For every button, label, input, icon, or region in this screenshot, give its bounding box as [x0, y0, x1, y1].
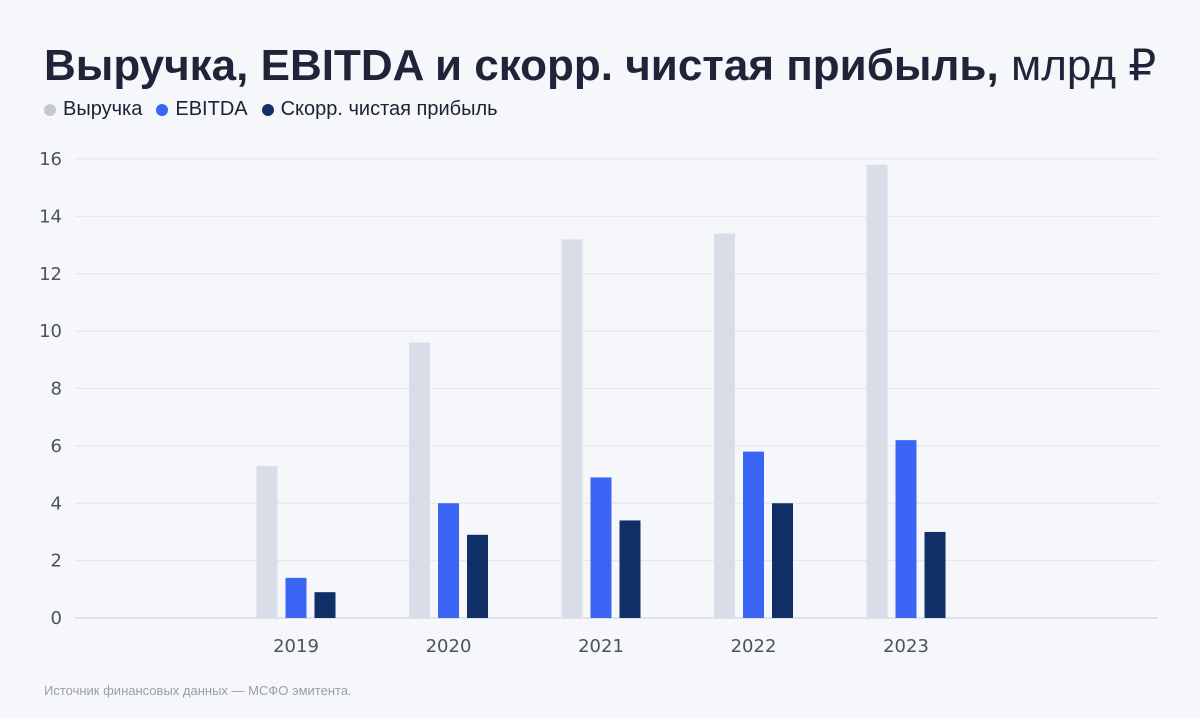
y-tick-label: 0	[51, 608, 62, 629]
chart-title-main: Выручка, EBITDA и скорр. чистая прибыль,	[44, 41, 999, 90]
bar-net-profit	[772, 503, 793, 618]
chart-title-unit: млрд ₽	[1010, 41, 1157, 90]
legend-swatch-revenue	[44, 103, 56, 116]
legend-label-revenue: Выручка	[63, 98, 143, 120]
legend-item-net-profit: Скорр. чистая прибыль	[261, 98, 498, 121]
bar-revenue	[561, 239, 583, 618]
y-tick-label: 4	[51, 493, 62, 514]
legend-label-net-profit: Скорр. чистая прибыль	[280, 98, 498, 120]
bar-revenue	[409, 342, 430, 618]
bar-net-profit	[467, 534, 488, 618]
bar-revenue	[866, 164, 888, 619]
legend-item-revenue: Выручка	[44, 98, 142, 121]
x-tick-label: 2021	[578, 636, 624, 657]
y-tick-label: 8	[51, 379, 62, 400]
chart-bars	[256, 164, 946, 619]
legend-swatch-ebitda	[156, 103, 169, 116]
bar-revenue	[714, 233, 735, 618]
y-tick-label: 6	[51, 436, 62, 457]
x-tick-label: 2023	[883, 636, 929, 657]
chart-gridlines	[75, 158, 1158, 619]
y-tick-label: 12	[39, 264, 62, 285]
bar-ebitda	[285, 577, 307, 618]
y-tick-label: 14	[39, 206, 62, 227]
bar-net-profit	[314, 592, 336, 618]
x-tick-label: 2022	[731, 636, 777, 657]
bar-net-profit	[619, 520, 641, 618]
bar-ebitda	[438, 503, 459, 618]
bar-ebitda	[743, 451, 764, 618]
x-axis-ticks: 2019 2020 2021 2022 2023	[273, 636, 929, 657]
y-tick-label: 10	[39, 321, 62, 342]
x-tick-label: 2020	[426, 636, 472, 657]
bar-net-profit	[924, 531, 946, 618]
y-tick-label: 2	[51, 551, 62, 572]
legend-label-ebitda: EBITDA	[175, 98, 248, 120]
chart-title: Выручка, EBITDA и скорр. чистая прибыль,…	[44, 40, 1156, 92]
bar-ebitda	[895, 440, 917, 618]
legend-swatch-net-profit	[261, 103, 274, 116]
y-tick-label: 16	[39, 149, 62, 170]
chart-legend: Выручка EBITDA Скорр. чистая прибыль	[44, 98, 498, 121]
legend-item-ebitda: EBITDA	[156, 98, 248, 121]
bar-ebitda	[590, 477, 612, 618]
source-footnote: Источник финансовых данных — МСФО эмитен…	[44, 683, 352, 698]
x-tick-label: 2019	[273, 636, 319, 657]
y-axis-ticks: 0 2 4 6 8 10 12 14 16	[39, 149, 62, 629]
bar-revenue	[256, 465, 278, 618]
